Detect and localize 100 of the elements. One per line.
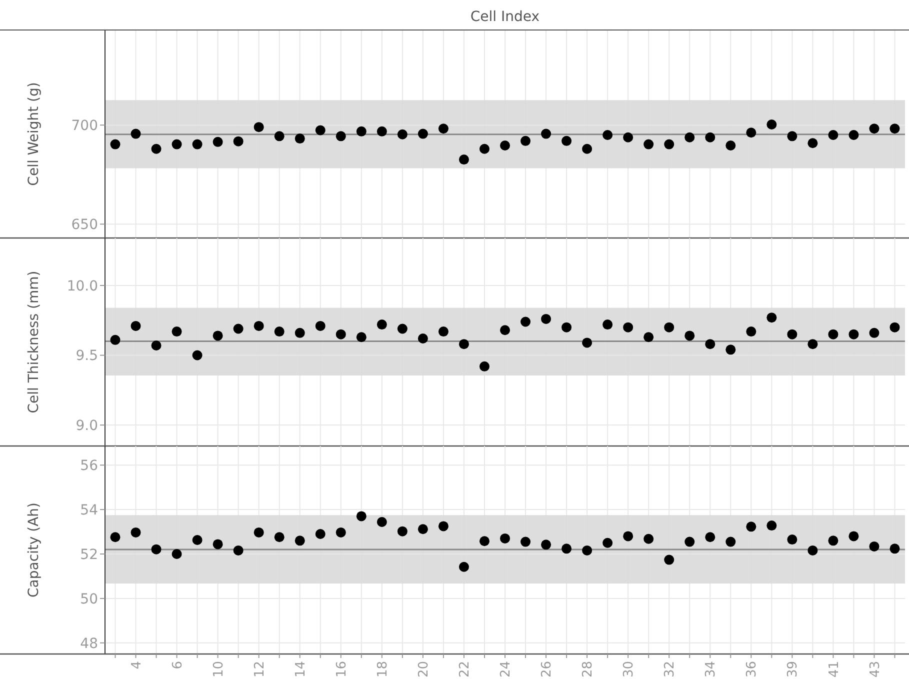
point xyxy=(766,312,777,323)
y-tick-label: 56 xyxy=(80,458,98,474)
point xyxy=(130,527,141,538)
point xyxy=(562,136,572,146)
point xyxy=(520,136,531,146)
point xyxy=(376,126,387,136)
point xyxy=(438,521,448,532)
point xyxy=(110,334,120,345)
point xyxy=(869,328,880,338)
point xyxy=(397,324,408,334)
point xyxy=(869,124,880,134)
point xyxy=(212,136,223,147)
point xyxy=(602,320,613,330)
point xyxy=(192,139,202,150)
point xyxy=(602,538,613,548)
point xyxy=(541,128,552,139)
point xyxy=(172,139,182,150)
point xyxy=(500,325,510,336)
point xyxy=(848,130,859,140)
x-tick-label: 12 xyxy=(252,661,268,678)
x-tick-label: 22 xyxy=(458,661,473,678)
point xyxy=(254,122,264,132)
point xyxy=(644,534,654,544)
point xyxy=(664,554,674,565)
point xyxy=(212,330,223,341)
point xyxy=(418,524,428,534)
point xyxy=(582,545,592,556)
x-tick-label: 34 xyxy=(704,661,719,678)
point xyxy=(746,522,756,532)
point xyxy=(151,544,162,554)
x-tick-label: 26 xyxy=(540,661,555,678)
point xyxy=(397,129,408,140)
x-tick-label: 16 xyxy=(334,661,350,678)
y-tick-label: 50 xyxy=(80,591,98,608)
point xyxy=(254,320,264,331)
point xyxy=(294,536,305,546)
y-tick-label: 52 xyxy=(80,546,98,563)
point xyxy=(890,124,900,134)
point xyxy=(274,131,284,142)
point xyxy=(315,529,326,539)
point xyxy=(766,520,777,531)
y-axis-title: Cell Weight (g) xyxy=(26,82,42,186)
x-tick-label: 41 xyxy=(826,661,842,678)
point xyxy=(664,139,674,150)
point xyxy=(294,328,305,338)
point xyxy=(294,134,305,144)
y-tick-label: 54 xyxy=(80,502,98,518)
point xyxy=(356,126,366,136)
point xyxy=(869,541,880,552)
y-tick-label: 700 xyxy=(71,118,98,134)
point xyxy=(397,526,408,536)
point xyxy=(582,338,592,348)
y-axis-title: Cell Thickness (mm) xyxy=(26,270,42,414)
point xyxy=(233,324,244,334)
point xyxy=(336,329,346,340)
x-tick-label: 20 xyxy=(416,661,432,678)
point xyxy=(438,124,448,134)
point xyxy=(356,332,366,342)
point xyxy=(828,329,838,340)
y-tick-label: 650 xyxy=(71,217,98,234)
point xyxy=(130,128,141,139)
point xyxy=(520,536,531,547)
y-axis-title: Capacity (Ah) xyxy=(26,502,42,598)
point xyxy=(376,320,387,330)
point xyxy=(684,132,695,142)
point xyxy=(787,534,798,545)
point xyxy=(705,532,716,542)
x-tick-label: 43 xyxy=(868,661,883,678)
y-tick-label: 10.0 xyxy=(66,278,98,294)
x-tick-label: 6 xyxy=(170,661,186,670)
point xyxy=(192,350,202,360)
point xyxy=(500,140,510,150)
point xyxy=(418,128,428,139)
x-tick-label: 28 xyxy=(580,661,596,678)
point xyxy=(623,531,634,542)
y-tick-label: 48 xyxy=(80,636,98,652)
point xyxy=(192,535,202,545)
point xyxy=(787,131,798,142)
point xyxy=(808,545,818,556)
point xyxy=(130,320,141,331)
point xyxy=(274,326,284,337)
point xyxy=(644,332,654,342)
x-tick-label: 4 xyxy=(129,661,144,670)
point xyxy=(890,322,900,332)
x-tick-label: 32 xyxy=(662,661,678,678)
point xyxy=(787,329,798,340)
x-tick-label: 18 xyxy=(375,661,390,678)
point xyxy=(623,132,634,142)
point xyxy=(726,344,736,355)
point xyxy=(479,536,490,546)
point xyxy=(726,536,736,547)
point xyxy=(705,339,716,350)
point xyxy=(356,511,366,522)
point xyxy=(582,144,592,154)
point xyxy=(233,545,244,556)
point xyxy=(705,132,716,142)
y-tick-label: 9.5 xyxy=(76,348,98,364)
point xyxy=(766,119,777,130)
point xyxy=(828,536,838,546)
x-axis-title: Cell Index xyxy=(470,9,540,25)
